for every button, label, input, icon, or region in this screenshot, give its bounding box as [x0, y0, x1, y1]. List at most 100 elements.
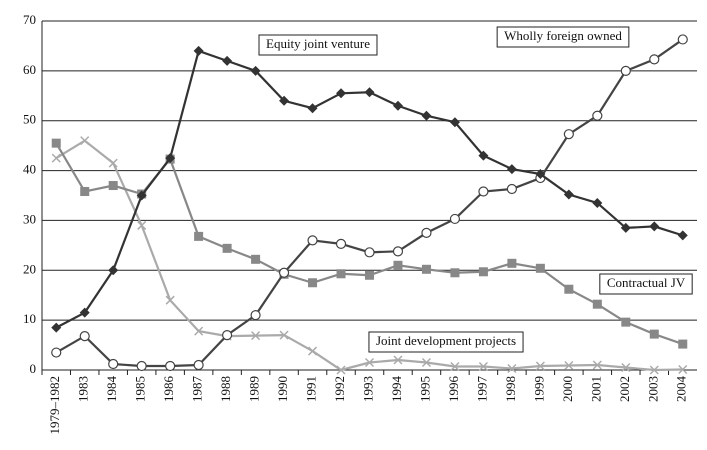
y-tick-label: 60	[23, 62, 36, 77]
point	[564, 360, 574, 371]
series-label: Equity joint venture	[266, 36, 370, 51]
point	[251, 331, 261, 341]
point	[649, 221, 660, 232]
point	[421, 264, 431, 274]
point	[136, 190, 147, 201]
point	[79, 330, 90, 342]
point	[449, 213, 461, 225]
point	[535, 361, 545, 371]
point	[364, 357, 375, 368]
point	[421, 227, 432, 238]
point	[535, 169, 546, 180]
point	[79, 307, 90, 318]
x-tick-label: 2003	[645, 376, 660, 402]
point	[564, 284, 574, 294]
point	[677, 230, 688, 241]
x-tick-label: 1992	[332, 376, 347, 402]
x-tick-label: 2002	[617, 376, 632, 402]
x-tick-label: 1985	[133, 376, 148, 402]
point	[136, 360, 147, 372]
point	[51, 153, 61, 163]
point	[308, 278, 318, 288]
point	[80, 187, 90, 197]
y-tick-label: 50	[23, 112, 36, 127]
point	[393, 260, 403, 270]
point	[336, 365, 346, 375]
point	[194, 231, 204, 241]
point	[108, 265, 119, 276]
x-tick-label: 1995	[417, 376, 432, 402]
point	[279, 330, 289, 340]
point	[307, 235, 318, 246]
x-tick-label: 2004	[674, 376, 689, 403]
x-tick-label: 1997	[474, 376, 489, 403]
point	[250, 310, 261, 321]
point	[364, 87, 375, 98]
label-box	[368, 331, 524, 353]
point	[307, 103, 318, 114]
point	[563, 129, 574, 140]
point	[678, 339, 688, 349]
point	[677, 34, 688, 45]
y-tick-label: 0	[30, 361, 37, 376]
point	[308, 346, 318, 356]
x-tick-label: 2001	[588, 376, 603, 402]
x-tick-label: 1988	[218, 376, 233, 402]
point	[478, 267, 488, 277]
point	[278, 267, 290, 278]
series-label: Joint development projects	[376, 333, 516, 348]
point	[478, 186, 489, 197]
point	[392, 100, 403, 111]
x-tick-label: 1979–1982	[47, 376, 62, 435]
point	[621, 362, 631, 373]
label-box	[258, 34, 378, 56]
point	[563, 189, 574, 200]
point	[108, 158, 118, 168]
y-tick-label: 70	[23, 12, 36, 27]
point	[678, 364, 688, 375]
point	[365, 270, 374, 280]
point	[620, 222, 631, 233]
point	[364, 247, 375, 258]
point	[251, 254, 261, 264]
point	[193, 359, 204, 371]
y-tick-label: 40	[23, 162, 36, 177]
point	[450, 361, 460, 372]
y-tick-label: 10	[23, 311, 36, 326]
y-tick-label: 20	[23, 261, 36, 276]
point	[506, 183, 517, 195]
point	[421, 357, 431, 368]
point	[421, 110, 432, 121]
point	[51, 347, 62, 358]
label-box	[496, 26, 630, 48]
series-label: Contractual JV	[607, 275, 686, 290]
point	[108, 181, 118, 191]
point	[336, 88, 347, 99]
x-tick-label: 1983	[76, 376, 91, 402]
point	[507, 363, 517, 374]
point	[449, 117, 460, 128]
point	[592, 197, 603, 208]
point	[649, 329, 659, 339]
point	[649, 365, 659, 375]
point	[222, 330, 233, 341]
point	[80, 136, 90, 146]
point	[621, 317, 631, 327]
point	[165, 360, 176, 372]
point	[393, 355, 403, 365]
point	[51, 138, 61, 148]
x-tick-label: 2000	[560, 376, 575, 402]
x-tick-label: 1999	[531, 376, 546, 402]
point	[620, 65, 631, 76]
point	[592, 110, 603, 121]
point	[649, 54, 660, 65]
point	[165, 153, 176, 164]
label-box	[599, 273, 693, 295]
point	[450, 268, 460, 278]
x-tick-label: 1996	[446, 376, 461, 403]
point	[193, 45, 204, 56]
point	[250, 65, 261, 76]
point	[592, 360, 602, 370]
point	[506, 164, 517, 175]
